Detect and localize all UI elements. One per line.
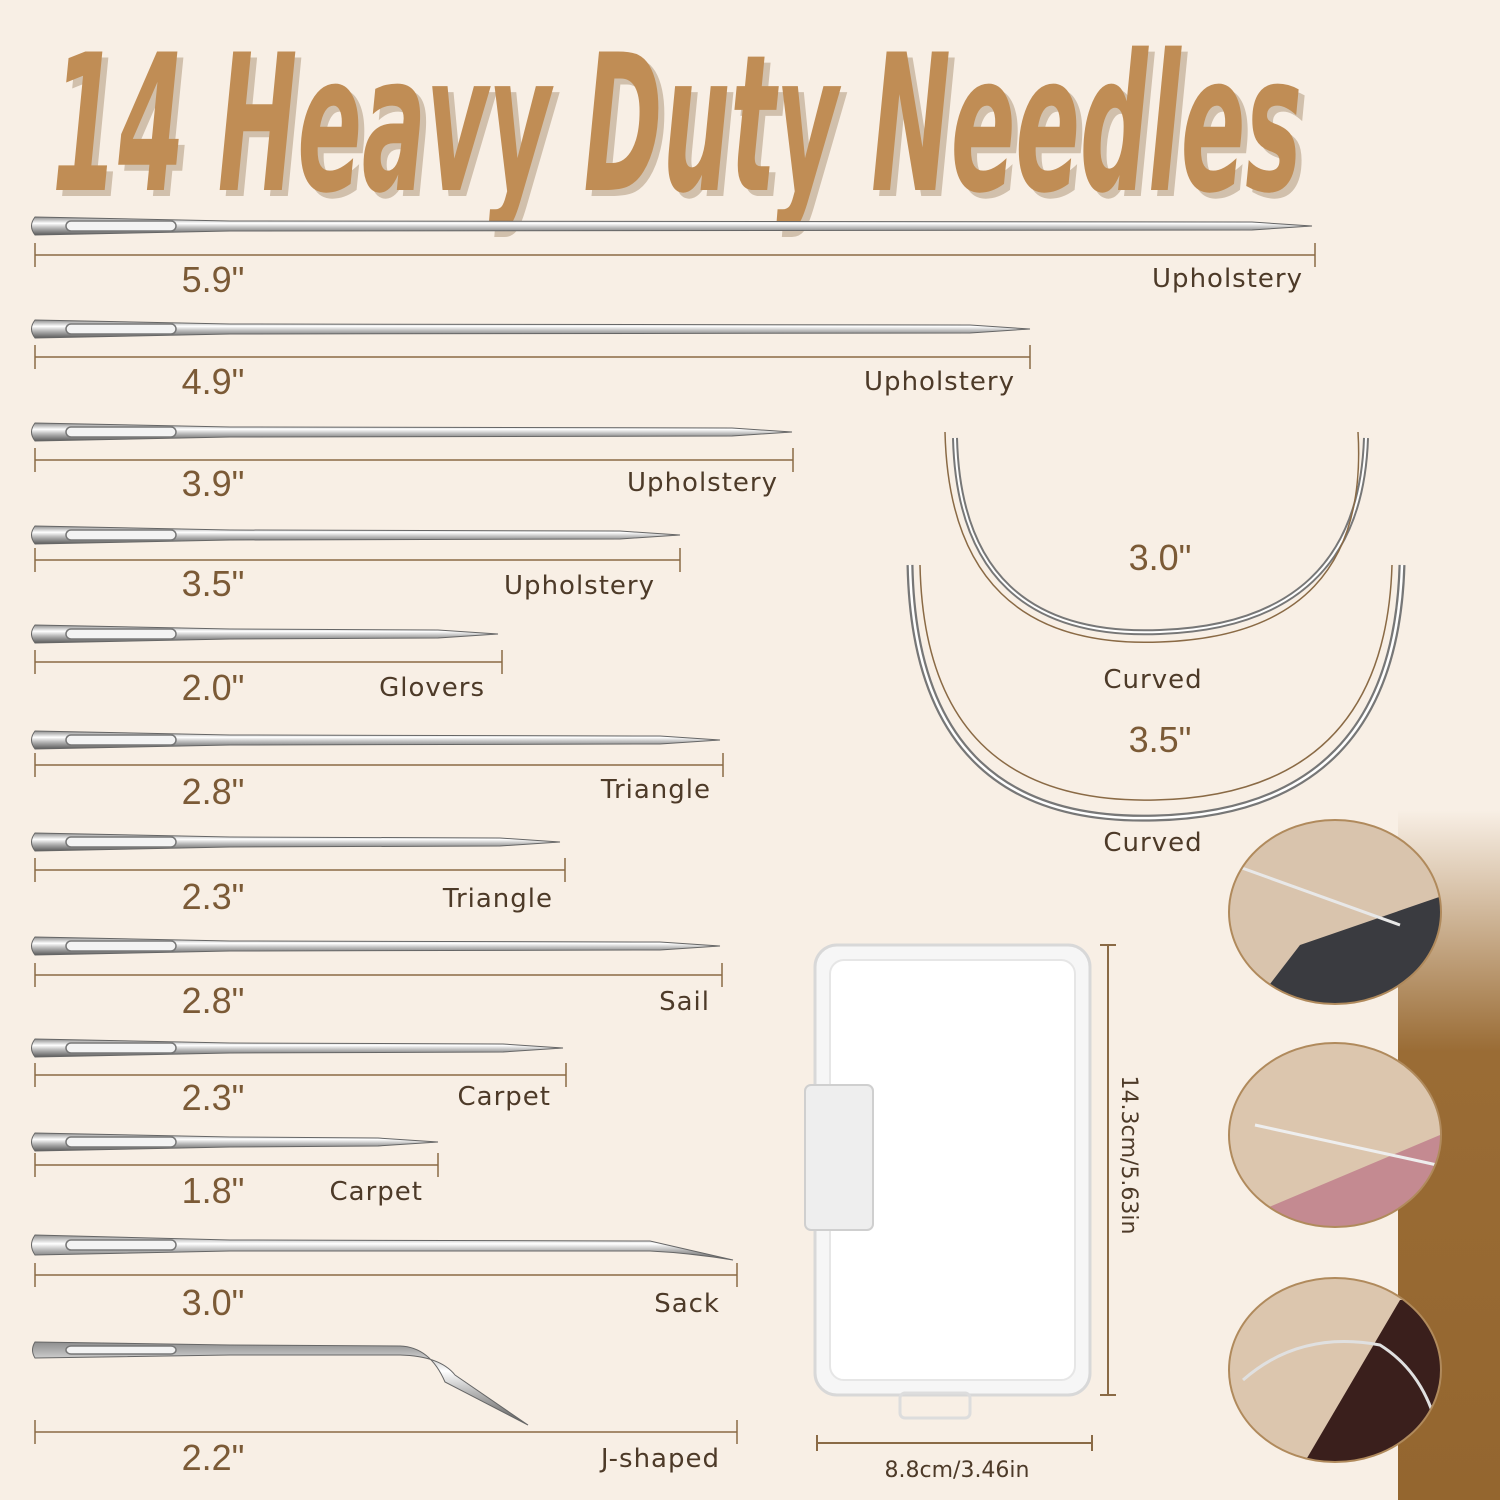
- needle-length: 2.8": [182, 980, 245, 1021]
- photo-leather: [1228, 1277, 1442, 1463]
- needle-length: 2.2": [182, 1437, 245, 1478]
- needle-shape: [31, 422, 793, 442]
- needle-type: Carpet: [458, 1082, 551, 1112]
- needle-type: Sail: [659, 987, 710, 1017]
- page-title: 14 Heavy Duty Needles: [52, 14, 1302, 235]
- curved-needle-highlight: [908, 564, 1404, 820]
- needle-eye: [65, 836, 177, 848]
- box-hanger: [898, 1391, 972, 1420]
- needle-type: Triangle: [442, 884, 553, 914]
- needle-eye: [65, 1042, 177, 1054]
- curved-length: 3.5": [1129, 719, 1192, 760]
- needle-type: Upholstery: [504, 571, 655, 601]
- needle-item: 2.2" J-shaped: [32, 1341, 738, 1478]
- needle-type: Upholstery: [1152, 264, 1303, 294]
- curved-type: Curved: [1103, 828, 1202, 858]
- needle-type: Triangle: [600, 775, 711, 805]
- needle-item: 2.3" Triangle: [31, 832, 566, 917]
- needle-eye: [65, 1239, 177, 1251]
- curved-needle-shape: [952, 437, 1369, 636]
- box-height-label: 14.3cm/5.63in: [1116, 1076, 1141, 1235]
- needle-type: Carpet: [330, 1177, 423, 1207]
- needle-item: 3.5" Upholstery: [31, 525, 681, 604]
- needle-length: 3.9": [182, 463, 245, 504]
- needle-length: 3.0": [182, 1282, 245, 1323]
- needle-shape: [31, 936, 721, 956]
- needle-item: 2.8" Sail: [31, 936, 723, 1021]
- needle-length: 4.9": [182, 361, 245, 402]
- needle-eye: [65, 529, 177, 541]
- needle-length: 2.0": [182, 667, 245, 708]
- needle-eye: [65, 220, 177, 232]
- curved-needle-3-5: 3.5" Curved: [906, 564, 1406, 858]
- title-shadow: 14 Heavy Duty Needles: [58, 20, 1308, 241]
- curved-ruler: [919, 564, 1393, 801]
- needle-item: 4.9" Upholstery: [31, 319, 1031, 402]
- needle-shape: [31, 525, 681, 545]
- needle-item: 2.0" Glovers: [31, 624, 503, 708]
- needle-length: 1.8": [182, 1170, 245, 1211]
- needle-length: 2.3": [182, 1077, 245, 1118]
- needle-eye: [65, 1345, 177, 1355]
- needle-eye: [65, 628, 177, 640]
- needle-length: 2.8": [182, 771, 245, 812]
- box-width-label: 8.8cm/3.46in: [885, 1458, 1030, 1483]
- needle-length: 3.5": [182, 563, 245, 604]
- needle-eye: [65, 426, 177, 438]
- needle-item: 3.0" Sack: [31, 1234, 738, 1323]
- storage-box: 14.3cm/5.63in 8.8cm/3.46in: [804, 943, 1141, 1483]
- needle-item: 5.9" Upholstery: [31, 216, 1316, 300]
- curved-needle-highlight: [954, 437, 1367, 634]
- needle-item: 2.8" Triangle: [31, 730, 724, 812]
- curved-ruler: [944, 431, 1360, 643]
- box-clasp: [804, 1084, 874, 1231]
- needle-type: J-shaped: [599, 1444, 720, 1474]
- needle-length: 5.9": [182, 259, 245, 300]
- needle-shape: [31, 319, 1031, 339]
- curved-needle-3-0: 3.0" Curved: [944, 431, 1369, 695]
- needle-shape: [31, 216, 1313, 236]
- needle-item: 1.8" Carpet: [31, 1132, 439, 1211]
- curved-type: Curved: [1103, 665, 1202, 695]
- needle-type: Sack: [654, 1289, 720, 1319]
- needle-eye: [65, 734, 177, 746]
- needle-length: 2.3": [182, 876, 245, 917]
- needle-type: Upholstery: [627, 468, 778, 498]
- needle-type: Upholstery: [864, 367, 1015, 397]
- needle-item: 2.3" Carpet: [31, 1038, 567, 1118]
- needle-shape: [31, 1234, 734, 1261]
- needle-item: 3.9" Upholstery: [31, 422, 794, 504]
- needle-shape: [31, 730, 721, 750]
- needle-type: Glovers: [379, 673, 485, 703]
- photo-plaid-fabric: [1228, 819, 1442, 1005]
- curved-length: 3.0": [1129, 537, 1192, 578]
- needle-eye: [65, 323, 177, 335]
- needle-eye: [65, 940, 177, 952]
- needle-eye: [65, 1136, 177, 1148]
